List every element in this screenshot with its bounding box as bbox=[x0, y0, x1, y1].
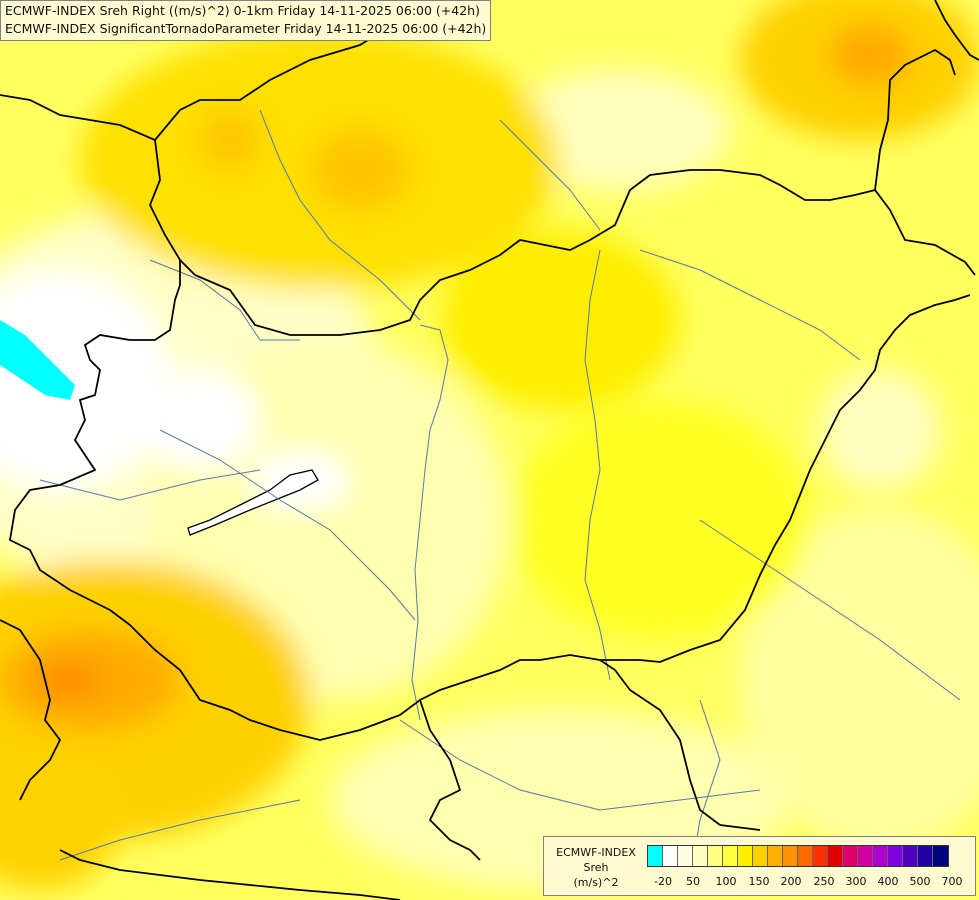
legend-title: ECMWF-INDEX Sreh (m/s)^2 bbox=[548, 845, 644, 890]
legend-swatch bbox=[648, 846, 663, 866]
map-title-box: ECMWF-INDEX Sreh Right ((m/s)^2) 0-1km F… bbox=[0, 0, 492, 41]
legend-ticks: -20 50 100 150 200 250 300 400 500 700 bbox=[647, 875, 977, 891]
legend-swatch bbox=[828, 846, 843, 866]
legend-swatch bbox=[933, 846, 948, 866]
legend-tick-label: 100 bbox=[715, 875, 737, 888]
legend-tick-label: 50 bbox=[686, 875, 700, 888]
sea-area bbox=[0, 320, 75, 400]
legend-swatch bbox=[873, 846, 888, 866]
legend-swatch bbox=[918, 846, 933, 866]
legend-swatch bbox=[783, 846, 798, 866]
legend-title-line-3: (m/s)^2 bbox=[573, 876, 619, 889]
color-legend: ECMWF-INDEX Sreh (m/s)^2 -20 50 100 150 200 2… bbox=[543, 836, 976, 896]
legend-tick-label: 700 bbox=[941, 875, 963, 888]
lake-outline bbox=[187, 469, 319, 536]
legend-title-line-2: Sreh bbox=[583, 861, 609, 874]
map-title-line-2: ECMWF-INDEX SignificantTornadoParameter … bbox=[5, 21, 487, 36]
legend-tick-label: 150 bbox=[748, 875, 770, 888]
legend-swatch bbox=[738, 846, 753, 866]
legend-swatch bbox=[693, 846, 708, 866]
legend-tick-label: 400 bbox=[877, 875, 899, 888]
legend-tick-label: 500 bbox=[909, 875, 931, 888]
legend-tick-label: 300 bbox=[845, 875, 867, 888]
legend-swatch bbox=[858, 846, 873, 866]
legend-swatch bbox=[663, 846, 678, 866]
legend-swatch bbox=[753, 846, 768, 866]
legend-swatch bbox=[903, 846, 918, 866]
legend-swatch bbox=[843, 846, 858, 866]
legend-tick-label: 250 bbox=[813, 875, 835, 888]
legend-swatch bbox=[678, 846, 693, 866]
legend-swatch bbox=[708, 846, 723, 866]
map-title-line-1: ECMWF-INDEX Sreh Right ((m/s)^2) 0-1km F… bbox=[5, 3, 480, 18]
legend-swatches bbox=[647, 845, 949, 867]
legend-swatch bbox=[888, 846, 903, 866]
rivers bbox=[39, 109, 961, 881]
legend-swatch bbox=[723, 846, 738, 866]
legend-swatch bbox=[798, 846, 813, 866]
legend-swatch bbox=[813, 846, 828, 866]
legend-tick-label: 200 bbox=[780, 875, 802, 888]
legend-tick-label: -20 bbox=[654, 875, 672, 888]
legend-title-line-1: ECMWF-INDEX bbox=[556, 846, 636, 859]
legend-swatch bbox=[768, 846, 783, 866]
